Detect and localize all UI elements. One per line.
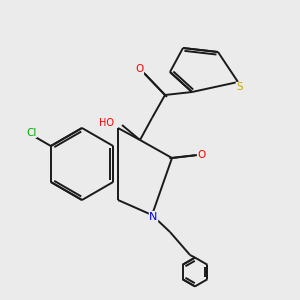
Text: HO: HO	[100, 118, 115, 128]
Text: S: S	[236, 82, 243, 92]
Text: O: O	[135, 64, 143, 74]
Text: Cl: Cl	[26, 128, 36, 137]
Text: O: O	[197, 150, 206, 160]
Text: N: N	[149, 212, 158, 221]
